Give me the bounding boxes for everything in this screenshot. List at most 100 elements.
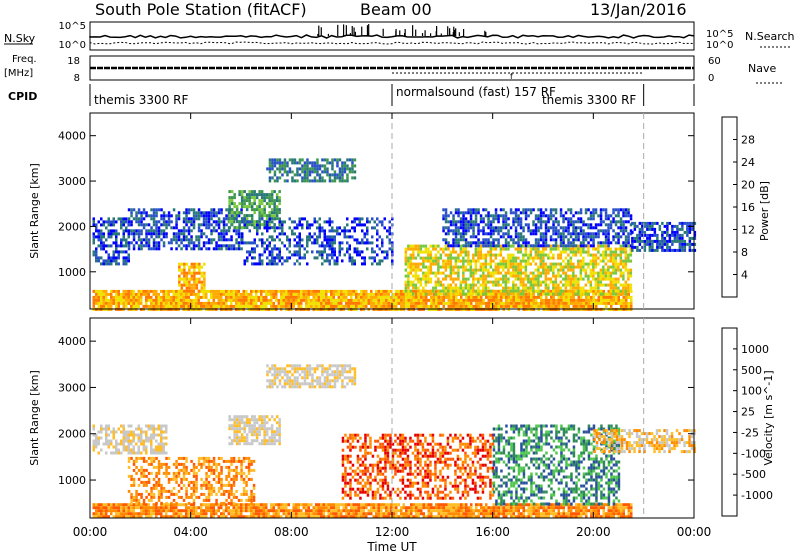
cell	[629, 232, 633, 236]
cell	[268, 205, 271, 209]
cell	[182, 244, 186, 248]
cell	[301, 170, 304, 174]
cell	[333, 238, 336, 242]
cell	[327, 298, 330, 302]
cell	[333, 229, 336, 233]
cell	[537, 250, 540, 254]
cell	[472, 211, 475, 215]
cell	[522, 265, 525, 269]
cell	[589, 244, 593, 248]
cell	[527, 256, 530, 260]
cell	[627, 283, 630, 287]
cell	[577, 301, 580, 305]
cell	[281, 262, 284, 266]
cell	[614, 277, 618, 281]
cell	[457, 277, 460, 281]
cell	[681, 239, 684, 243]
cell	[198, 268, 201, 272]
cell	[504, 286, 508, 290]
cell	[683, 230, 687, 234]
cell	[358, 253, 361, 257]
cell	[449, 220, 453, 224]
cell	[512, 304, 515, 308]
cell	[195, 506, 198, 510]
cell	[579, 268, 583, 272]
cell	[562, 283, 565, 287]
cell	[325, 289, 328, 293]
cell	[200, 229, 203, 233]
cell	[130, 229, 133, 233]
cell	[532, 298, 535, 302]
cell	[105, 250, 108, 254]
cell	[559, 238, 563, 242]
cell	[318, 226, 321, 230]
cell	[137, 238, 141, 242]
cell	[537, 247, 540, 251]
cell	[617, 226, 620, 230]
cell	[429, 265, 433, 269]
cell	[643, 239, 647, 243]
cell	[562, 259, 565, 263]
cell	[555, 301, 558, 305]
cell	[407, 292, 410, 296]
cell	[627, 274, 630, 278]
cell	[407, 274, 410, 278]
cell	[363, 256, 366, 260]
cell	[414, 256, 418, 260]
cell	[125, 259, 128, 263]
cell	[210, 295, 213, 299]
cell	[619, 259, 623, 263]
cell	[567, 280, 570, 284]
cell	[492, 214, 495, 218]
cell	[341, 173, 344, 177]
cell	[620, 304, 623, 308]
cell	[515, 301, 518, 305]
cell	[474, 235, 478, 239]
cell	[517, 220, 520, 224]
cell	[504, 217, 508, 221]
cell	[594, 283, 598, 287]
cell	[487, 250, 490, 254]
cell	[296, 244, 299, 248]
cell	[459, 226, 463, 230]
cell	[137, 247, 141, 251]
cell	[97, 304, 100, 308]
cell	[587, 265, 590, 269]
cell	[345, 295, 348, 299]
cell	[549, 256, 553, 260]
cell	[293, 253, 296, 257]
cell	[117, 515, 120, 519]
cell	[552, 289, 555, 293]
cell	[185, 512, 188, 516]
cell	[225, 304, 228, 308]
cell	[192, 226, 196, 230]
cell	[100, 506, 103, 510]
cell	[380, 289, 383, 293]
cell	[288, 250, 291, 254]
cell	[469, 244, 473, 248]
cell	[340, 289, 343, 293]
cell	[321, 176, 324, 180]
cell	[286, 256, 289, 260]
cell	[356, 253, 359, 257]
cell	[257, 304, 260, 308]
cell	[283, 164, 287, 168]
cell	[193, 268, 196, 272]
cell	[472, 229, 475, 233]
cell	[627, 208, 630, 212]
cell	[322, 292, 325, 296]
cell	[569, 244, 573, 248]
cell	[147, 515, 150, 519]
cell	[195, 277, 199, 281]
cell	[120, 298, 123, 302]
cell	[318, 223, 321, 227]
cell	[439, 283, 443, 287]
cell	[273, 208, 276, 212]
cell	[321, 256, 324, 260]
cell	[638, 221, 642, 225]
cell	[92, 220, 95, 224]
cell	[582, 244, 585, 248]
cell	[278, 223, 281, 227]
cell	[377, 304, 380, 308]
cell	[120, 241, 123, 245]
